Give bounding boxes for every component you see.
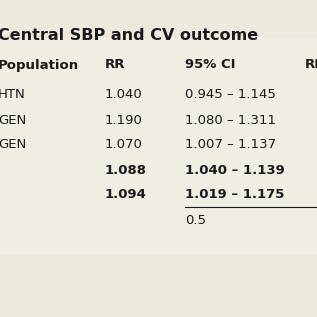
Text: RR: RR	[105, 59, 126, 72]
Text: 0.945 – 1.145: 0.945 – 1.145	[185, 88, 276, 101]
Text: 1.007 – 1.137: 1.007 – 1.137	[185, 139, 276, 152]
Text: 95% CI: 95% CI	[185, 59, 236, 72]
Text: 1.040 – 1.139: 1.040 – 1.139	[185, 164, 285, 177]
Text: 1.040: 1.040	[105, 88, 143, 101]
Text: 0.5: 0.5	[185, 214, 206, 227]
Text: Population: Population	[0, 59, 79, 72]
Text: 1.070: 1.070	[105, 139, 143, 152]
Bar	[0, 255, 317, 317]
Text: HTN: HTN	[0, 88, 26, 101]
Text: 1.190: 1.190	[105, 113, 143, 126]
Text: GEN: GEN	[0, 113, 26, 126]
Text: Central SBP and CV outcome: Central SBP and CV outcome	[0, 28, 258, 42]
Text: 1.019 – 1.175: 1.019 – 1.175	[185, 189, 284, 202]
Text: 1.088: 1.088	[105, 164, 147, 177]
Bar	[0, 0, 317, 38]
Text: 1.080 – 1.311: 1.080 – 1.311	[185, 113, 276, 126]
Text: 1.094: 1.094	[105, 189, 147, 202]
Text: GEN: GEN	[0, 139, 26, 152]
Text: RP: RP	[305, 59, 317, 72]
